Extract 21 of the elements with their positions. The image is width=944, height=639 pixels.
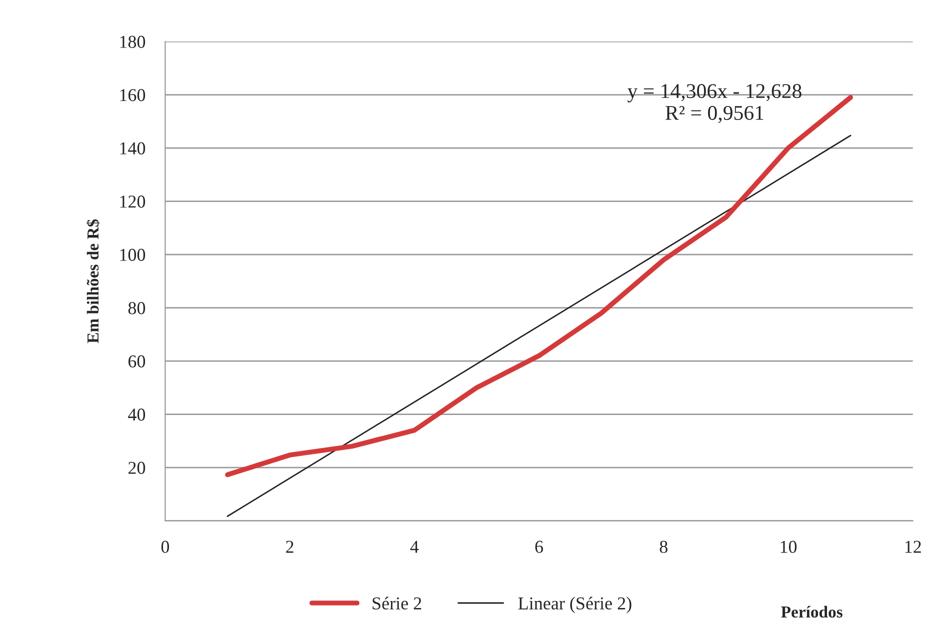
x-axis-title: Períodos [781,606,842,618]
x-tick-label: 6 [535,540,543,553]
x-tick-label: 10 [780,540,797,553]
y-tick-label: 60 [128,355,146,368]
y-tick-label: 40 [128,408,146,421]
x-tick-label: 12 [905,540,921,553]
x-tick-label: 2 [286,540,294,553]
x-tick-label: 4 [410,540,419,553]
y-axis-title: Em bilhões de R$ [86,219,100,344]
y-tick-label: 180 [120,36,146,48]
y-tick-label: 100 [120,248,146,261]
x-tick-label: 0 [161,540,170,553]
x-tick-label: 8 [660,540,668,553]
y-tick-label: 140 [120,142,146,154]
annotation: y = 14,306x - 12,628 R² = 0,9561 [628,84,802,123]
y-tick-label: 80 [128,302,146,314]
legend-label: Série 2 [372,596,422,610]
y-tick-label: 20 [128,462,146,474]
y-tick-label: 160 [120,89,146,102]
legend-label: Linear (Série 2) [518,596,632,614]
y-tick-label: 120 [120,196,146,208]
